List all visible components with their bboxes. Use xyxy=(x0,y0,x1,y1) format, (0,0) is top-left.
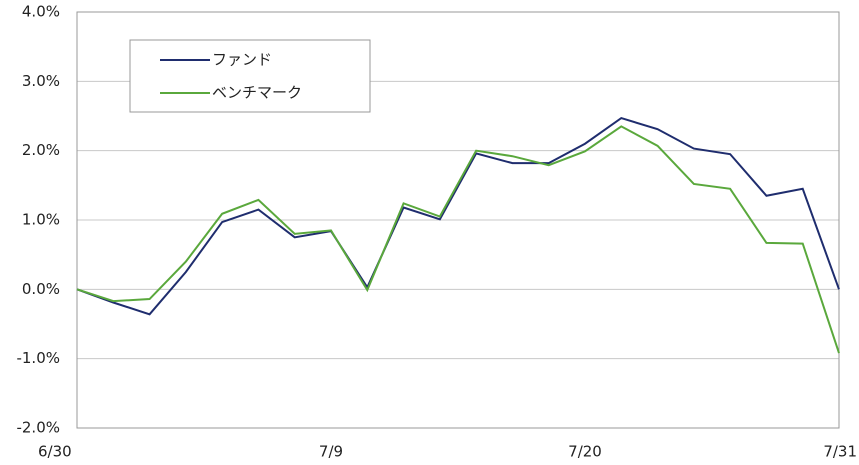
y-tick-label: 2.0% xyxy=(22,141,60,159)
x-tick-label: 7/20 xyxy=(568,443,602,461)
y-tick-label: -2.0% xyxy=(16,419,60,437)
x-tick-label: 6/30 xyxy=(38,443,72,461)
y-tick-label: 1.0% xyxy=(22,211,60,229)
x-tick-label: 7/9 xyxy=(319,443,343,461)
series-line xyxy=(76,116,840,316)
x-tick-label: 7/31 xyxy=(823,443,857,461)
y-tick-label: 0.0% xyxy=(22,280,60,298)
series-line xyxy=(76,125,840,354)
legend-label: ファンド xyxy=(212,51,272,69)
legend-label: ベンチマーク xyxy=(212,84,302,102)
legend-box xyxy=(129,39,371,113)
y-tick-label: 3.0% xyxy=(22,72,60,90)
y-tick-label: -1.0% xyxy=(16,349,60,367)
y-tick-label: 4.0% xyxy=(22,3,60,21)
plot-border xyxy=(76,11,840,429)
